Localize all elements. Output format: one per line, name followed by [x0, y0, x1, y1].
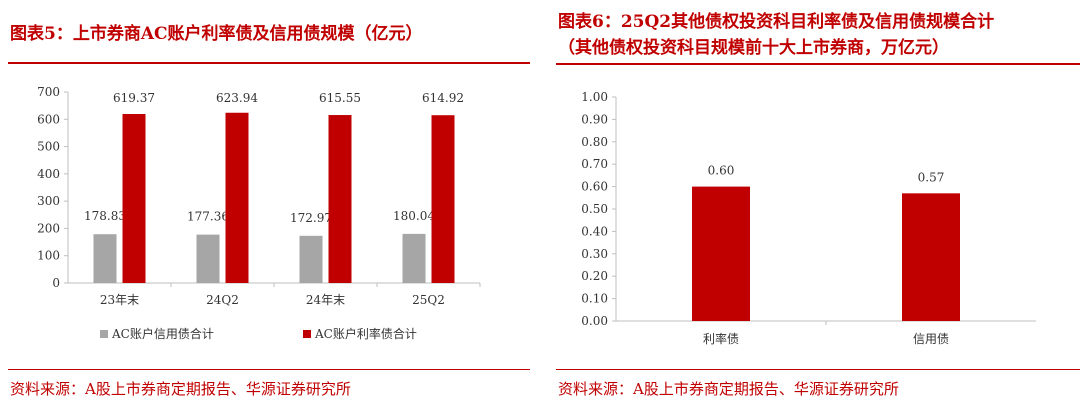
y-tick-label: 0.70 [581, 157, 608, 171]
data-label: 615.55 [319, 91, 361, 105]
y-tick-label: 600 [37, 112, 60, 126]
y-tick-label: 100 [37, 249, 60, 263]
source-note: 资料来源：A股上市券商定期报告、华源证券研究所 [558, 380, 899, 398]
source-note: 资料来源：A股上市券商定期报告、华源证券研究所 [10, 380, 351, 398]
x-tick-label: 24年末 [306, 293, 345, 307]
y-tick-label: 0.60 [581, 180, 608, 194]
bar-rate [225, 112, 249, 283]
chart-title: 图表5：上市券商AC账户利率债及信用债规模（亿元） [10, 24, 423, 44]
bar-chart-ac-account: 0 100 200 300 400 500 600 700 178.83 619.37 23年末 17… [37, 85, 481, 341]
data-label: 178.83 [84, 209, 126, 223]
y-tick-label: 0.90 [581, 112, 608, 126]
chart-title-line1: 图表6：25Q2其他债权投资科目利率债及信用债规模合计 [558, 12, 995, 32]
right-figure-panel: 图表6：25Q2其他债权投资科目利率债及信用债规模合计 （其他债权投资科目规模前… [548, 0, 1080, 411]
y-tick-label: 400 [37, 167, 60, 181]
data-label: 0.60 [708, 164, 735, 178]
bar-rate [431, 115, 455, 283]
y-tick-label: 0.10 [581, 292, 608, 306]
left-figure-panel: 图表5：上市券商AC账户利率债及信用债规模（亿元） 0 100 200 300 400 5… [0, 0, 530, 411]
y-tick-label: 0.30 [581, 247, 608, 261]
y-tick-label: 0.80 [581, 135, 608, 149]
legend-label: AC账户信用债合计 [111, 326, 214, 341]
data-label: 0.57 [918, 170, 945, 184]
x-tick-label: 利率债 [703, 331, 739, 346]
source-divider [8, 369, 530, 370]
chart-title-line2: （其他债权投资科目规模前十大上市券商，万亿元） [558, 38, 949, 58]
y-tick-label: 700 [37, 85, 60, 99]
data-label: 623.94 [216, 91, 258, 105]
x-tick-label: 23年末 [100, 293, 139, 307]
bar-value [692, 186, 750, 321]
x-tick-label: 25Q2 [412, 293, 445, 307]
legend-swatch [100, 330, 108, 338]
title-divider [556, 63, 1080, 65]
source-divider [556, 369, 1080, 370]
legend-label: AC账户利率债合计 [314, 326, 417, 341]
y-tick-label: 0.40 [581, 224, 608, 238]
y-tick-label: 1.00 [581, 90, 608, 104]
y-tick-label: 0.50 [581, 202, 608, 216]
x-tick-label: 信用债 [913, 332, 949, 346]
bar-chart-other-debt-investment: 0.00 0.10 0.20 0.30 0.40 0.50 0.60 0.70 0.80 0.90… [581, 90, 1036, 346]
data-label: 180.04 [393, 209, 435, 223]
y-tick-label: 300 [37, 194, 60, 208]
data-label: 177.36 [187, 210, 229, 224]
y-tick-label: 0.20 [581, 269, 608, 283]
legend-swatch [303, 330, 311, 338]
x-tick-label: 24Q2 [206, 293, 239, 307]
data-label: 614.92 [422, 91, 464, 105]
y-tick-label: 0 [52, 276, 60, 290]
y-tick-label: 0.00 [581, 314, 608, 328]
bar-rate [122, 114, 146, 283]
data-label: 619.37 [113, 91, 155, 105]
bar-value [902, 193, 960, 321]
bar-rate [328, 115, 352, 283]
bar-credit [299, 235, 323, 283]
data-label: 172.97 [290, 211, 332, 225]
bar-credit [196, 234, 220, 283]
y-tick-label: 200 [37, 221, 60, 235]
bar-credit [402, 233, 426, 283]
y-tick-label: 500 [37, 140, 60, 154]
bar-credit [93, 234, 117, 283]
title-divider [8, 62, 530, 64]
